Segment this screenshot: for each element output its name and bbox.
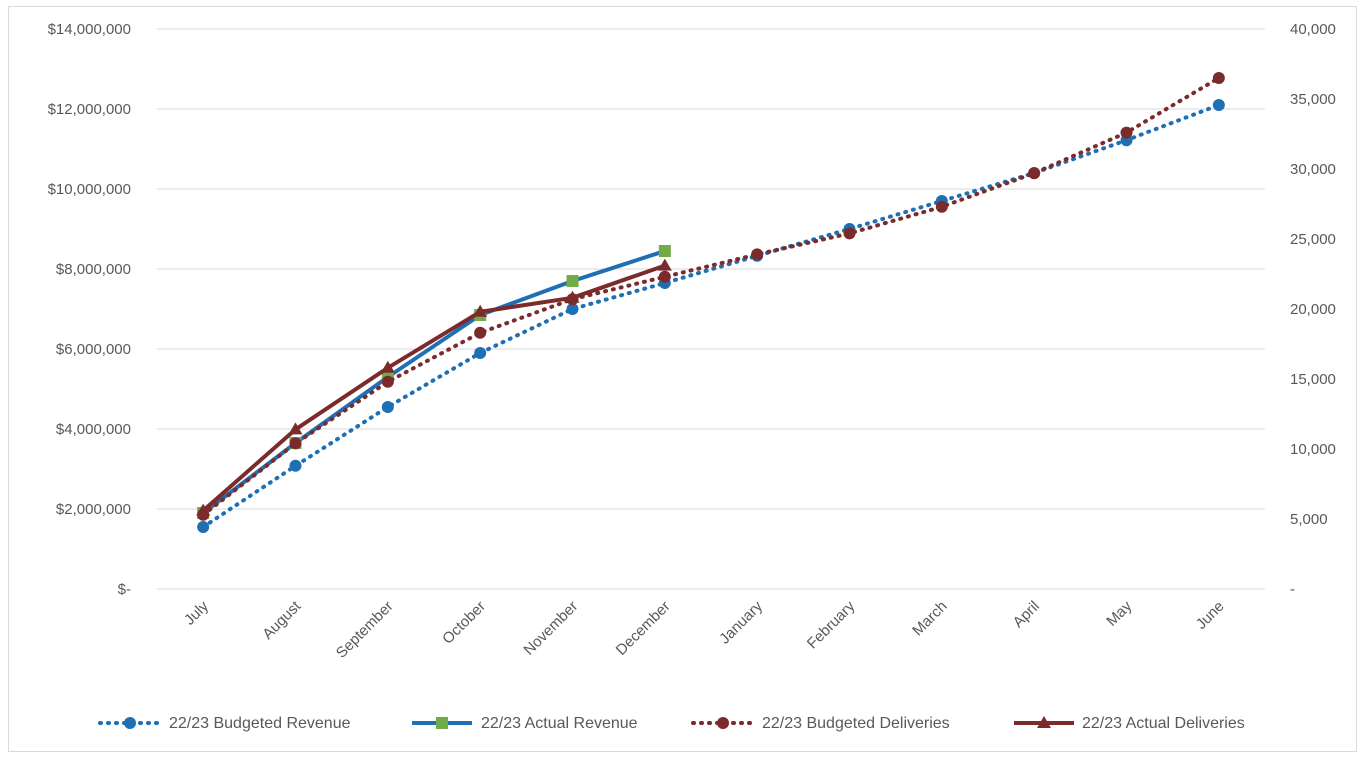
legend-swatch-marker xyxy=(1037,716,1051,728)
right-axis-labels: 40,000 35,000 30,000 25,000 20,000 15,000 10,0… xyxy=(1290,21,1336,598)
legend-item: 22/23 Budgeted Deliveries xyxy=(691,715,950,732)
gridlines xyxy=(157,28,1265,590)
data-point xyxy=(1212,99,1225,111)
legend-swatch-marker xyxy=(436,717,448,729)
data-point xyxy=(1028,167,1041,180)
data-point xyxy=(381,375,394,388)
data-point xyxy=(935,200,948,213)
data-point xyxy=(381,401,394,413)
data-point xyxy=(751,248,764,261)
series-line xyxy=(201,103,1221,529)
right-axis-tick-label: 20,000 xyxy=(1290,301,1336,318)
legend-label: 22/23 Actual Deliveries xyxy=(1082,715,1245,732)
right-axis-tick-label: 15,000 xyxy=(1290,371,1336,388)
legend-swatch-marker xyxy=(124,717,136,729)
data-point xyxy=(380,360,395,373)
right-axis-tick-label: 30,000 xyxy=(1290,161,1336,178)
legend: 22/23 Budgeted Revenue 22/23 Actual Reven… xyxy=(98,715,1245,732)
series-3 xyxy=(196,258,672,516)
left-axis-tick-label: $8,000,000 xyxy=(56,261,131,278)
legend-swatch-marker xyxy=(717,717,729,729)
x-axis-tick-label: November xyxy=(520,598,581,659)
series-layer xyxy=(196,72,1225,533)
right-axis-tick-label: 5,000 xyxy=(1290,511,1328,528)
x-axis-tick-label: December xyxy=(613,598,674,659)
right-axis-tick-label: - xyxy=(1290,581,1295,598)
right-axis-tick-label: 10,000 xyxy=(1290,441,1336,458)
data-point xyxy=(474,347,487,359)
legend-label: 22/23 Actual Revenue xyxy=(481,715,638,732)
x-axis-tick-label: July xyxy=(181,597,212,628)
x-axis-tick-label: January xyxy=(716,597,766,647)
data-point xyxy=(197,521,210,533)
data-point xyxy=(1212,72,1225,84)
data-point xyxy=(289,459,302,472)
legend-label: 22/23 Budgeted Deliveries xyxy=(762,715,950,732)
x-axis-tick-label: April xyxy=(1010,598,1043,631)
left-axis-tick-label: $2,000,000 xyxy=(56,501,131,518)
data-point xyxy=(196,503,211,516)
data-point xyxy=(566,303,579,315)
data-point xyxy=(658,245,671,257)
data-point xyxy=(657,258,672,271)
left-axis-tick-label: $6,000,000 xyxy=(56,341,131,358)
x-axis-tick-label: March xyxy=(909,598,950,639)
data-point xyxy=(474,326,487,339)
legend-label: 22/23 Budgeted Revenue xyxy=(169,715,351,732)
legend-item: 22/23 Actual Deliveries xyxy=(1014,715,1245,732)
series-line xyxy=(201,76,1221,517)
left-axis-tick-label: $4,000,000 xyxy=(56,421,131,438)
left-axis-labels: $14,000,000 $12,000,000 $10,000,000 $8,000,… xyxy=(48,21,131,598)
right-axis-tick-label: 40,000 xyxy=(1290,21,1336,38)
x-axis-tick-label: June xyxy=(1193,598,1228,633)
left-axis-tick-label: $- xyxy=(118,581,131,598)
data-point xyxy=(843,227,856,240)
legend-item: 22/23 Actual Revenue xyxy=(412,715,638,732)
x-axis-tick-label: February xyxy=(804,597,859,652)
data-point xyxy=(1120,126,1133,139)
x-axis-tick-label: May xyxy=(1103,597,1135,629)
left-axis-tick-label: $10,000,000 xyxy=(48,181,131,198)
data-point xyxy=(566,275,579,287)
series-2 xyxy=(197,72,1225,521)
x-axis-tick-label: August xyxy=(259,597,305,643)
series-line xyxy=(201,263,666,513)
x-axis-tick-label: September xyxy=(333,598,397,662)
data-point xyxy=(473,304,488,317)
left-axis-tick-label: $14,000,000 xyxy=(48,21,131,38)
right-axis-tick-label: 35,000 xyxy=(1290,91,1336,108)
data-point xyxy=(658,270,671,283)
series-0 xyxy=(197,99,1225,533)
right-axis-tick-label: 25,000 xyxy=(1290,231,1336,248)
x-axis-labels: July August September October November Decemb… xyxy=(181,597,1228,661)
data-point xyxy=(289,437,302,450)
legend-item: 22/23 Budgeted Revenue xyxy=(98,715,351,732)
x-axis-tick-label: October xyxy=(439,598,489,648)
left-axis-tick-label: $12,000,000 xyxy=(48,101,131,118)
data-point xyxy=(288,422,303,435)
data-point xyxy=(565,290,580,303)
